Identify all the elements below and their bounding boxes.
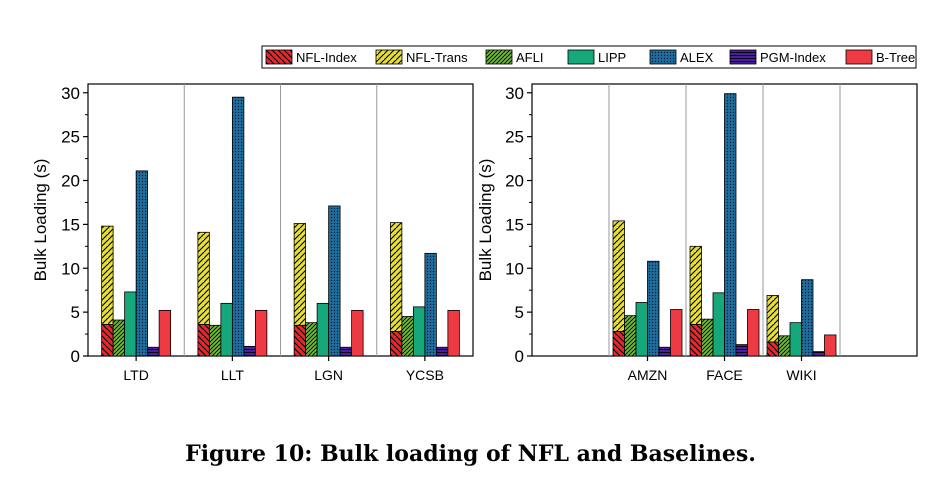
bar-pgm-index-face <box>735 344 748 357</box>
legend-label-b-tree: B-Tree <box>876 50 915 65</box>
bar-nfl-trans-wiki <box>766 295 779 343</box>
bar-afli-amzn <box>624 315 637 357</box>
y-tick-label: 25 <box>61 128 80 147</box>
y-axis-label: Bulk Loading (s) <box>476 159 495 282</box>
bar-afli-ltd <box>112 319 126 357</box>
y-tick-label: 15 <box>61 215 80 234</box>
legend-swatch-alex <box>649 49 677 65</box>
legend-label-pgm-index: PGM-Index <box>760 50 826 65</box>
bar-afli-ycsb <box>401 316 414 357</box>
chart-legend: NFL-Index NFL-Trans AFLI LIPP ALEX PGM-Index B… <box>261 45 917 69</box>
bar-pgm-index-ycsb <box>435 346 449 357</box>
legend-label-alex: ALEX <box>680 50 714 65</box>
bar-alex-ycsb <box>424 252 437 357</box>
bar-nfl-index-wiki <box>766 341 779 357</box>
y-tick-label: 10 <box>61 259 80 278</box>
bar-nfl-index-llt <box>197 324 210 357</box>
bar-nfl-index-lgn <box>293 324 307 357</box>
y-tick-label: 10 <box>505 259 524 278</box>
bar-nfl-trans-face <box>689 245 702 325</box>
bar-nfl-index-ltd <box>101 324 114 357</box>
bar-nfl-trans-ltd <box>101 225 114 325</box>
bar-lipp-lgn <box>316 302 330 357</box>
bar-pgm-index-wiki <box>812 351 825 357</box>
legend-swatch-lipp <box>567 49 595 65</box>
legend-swatch-pgm-index <box>729 49 757 65</box>
y-tick-label: 20 <box>505 172 524 191</box>
bar-afli-lgn <box>305 322 318 357</box>
bar-lipp-ycsb <box>412 306 426 357</box>
bar-b-tree-ycsb <box>447 309 460 357</box>
bar-afli-llt <box>208 324 222 357</box>
bar-alex-wiki <box>801 279 814 357</box>
x-tick-label: LGN <box>314 367 343 383</box>
bar-nfl-index-face <box>689 324 702 357</box>
y-tick-label: 5 <box>515 303 524 322</box>
chart-left: 0 5 10 15 20 25 30 Bulk Loading (s) LTD LLT LGN YCS… <box>31 83 474 383</box>
y-tick-label: 25 <box>505 128 524 147</box>
bar-pgm-index-amzn <box>658 346 671 357</box>
bar-alex-face <box>724 93 737 357</box>
chart-right: 0 5 10 15 20 25 30 Bulk Loading (s) AMZN FACE WIKI <box>476 83 918 383</box>
y-tick-label: 30 <box>61 84 80 103</box>
bar-alex-lgn <box>328 205 341 357</box>
legend-label-nfl-index: NFL-Index <box>296 50 357 65</box>
bar-nfl-index-amzn <box>612 331 625 357</box>
x-tick-label: AMZN <box>628 367 668 383</box>
legend-label-lipp: LIPP <box>598 50 626 65</box>
bar-afli-wiki <box>778 335 791 357</box>
y-tick-label: 20 <box>61 172 80 191</box>
bar-pgm-index-llt <box>243 345 256 357</box>
bar-b-tree-llt <box>254 309 268 357</box>
figure-caption: Figure 10: Bulk loading of NFL and Basel… <box>185 441 756 467</box>
bar-b-tree-ltd <box>158 309 172 357</box>
bar-nfl-index-ycsb <box>389 331 403 357</box>
bar-alex-llt <box>231 96 245 357</box>
y-tick-label: 0 <box>71 347 80 366</box>
y-tick-label: 0 <box>515 347 524 366</box>
bar-afli-face <box>701 318 714 357</box>
bar-nfl-trans-amzn <box>612 220 625 332</box>
bar-pgm-index-ltd <box>147 346 160 357</box>
x-tick-label: FACE <box>706 367 743 383</box>
x-tick-label: WIKI <box>786 367 816 383</box>
bar-lipp-amzn <box>635 302 648 357</box>
bar-lipp-face <box>712 292 725 357</box>
legend-label-nfl-trans: NFL-Trans <box>406 50 468 65</box>
legend-swatch-nfl-index <box>265 49 293 65</box>
bar-b-tree-lgn <box>351 309 364 357</box>
bar-alex-amzn <box>647 260 660 357</box>
x-tick-label: LTD <box>123 367 148 383</box>
bar-nfl-trans-llt <box>197 231 210 325</box>
bar-nfl-trans-lgn <box>293 223 307 326</box>
x-tick-label: LLT <box>221 367 245 383</box>
legend-label-afli: AFLI <box>516 50 543 65</box>
bar-nfl-trans-ycsb <box>389 222 403 332</box>
y-tick-label: 5 <box>71 303 80 322</box>
bar-lipp-ltd <box>124 291 137 357</box>
bar-pgm-index-lgn <box>339 346 353 357</box>
legend-swatch-nfl-trans <box>375 49 403 65</box>
legend-swatch-b-tree <box>845 49 873 65</box>
y-tick-label: 15 <box>505 215 524 234</box>
bar-alex-ltd <box>135 170 149 357</box>
bar-b-tree-wiki <box>824 334 837 357</box>
legend-swatch-afli <box>485 49 513 65</box>
x-tick-label: YCSB <box>406 367 444 383</box>
y-axis-label: Bulk Loading (s) <box>31 159 50 282</box>
bar-b-tree-face <box>747 309 760 357</box>
y-tick-label: 30 <box>505 84 524 103</box>
bar-lipp-llt <box>220 302 233 357</box>
bar-lipp-wiki <box>789 322 802 357</box>
bar-b-tree-amzn <box>670 309 683 357</box>
